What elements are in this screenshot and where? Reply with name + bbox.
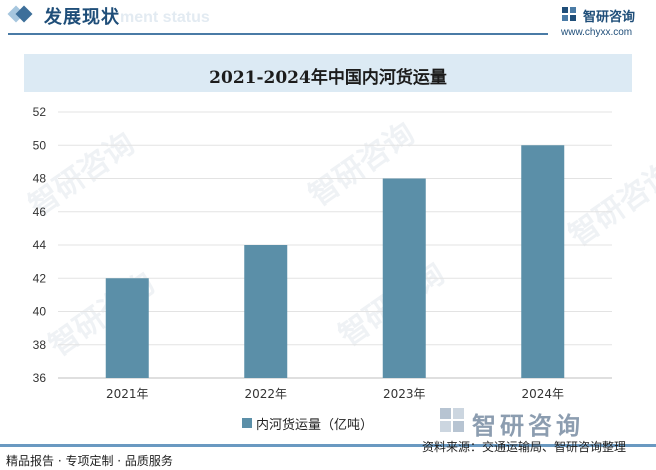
header-underline — [8, 33, 548, 35]
footer-line — [0, 444, 656, 447]
header-title: 发展现状 — [44, 7, 120, 28]
legend-label: 内河货运量（亿吨） — [256, 418, 374, 433]
bar — [105, 278, 149, 378]
legend-swatch — [242, 418, 252, 428]
x-tick-label: 2023年 — [383, 387, 426, 401]
x-tick-label: 2022年 — [244, 387, 287, 401]
bar — [382, 178, 426, 378]
y-tick-label: 36 — [33, 371, 47, 385]
brand-logo: 智研咨询 — [561, 4, 651, 25]
chart-title-bar: 2021-2024年中国内河货运量 — [24, 54, 632, 92]
logo-url: www.chyxx.com — [561, 27, 633, 38]
footer-slogan: 精品报告 · 专项定制 · 品质服务 — [6, 454, 173, 468]
x-tick-label: 2021年 — [106, 387, 149, 401]
y-tick-label: 38 — [33, 338, 47, 352]
y-tick-label: 50 — [33, 138, 47, 152]
watermark-logo-text: 智研咨询 — [472, 412, 584, 440]
footer: 精品报告 · 专项定制 · 品质服务 资料来源：交通运输局、智研咨询整理 — [0, 440, 656, 470]
y-tick-label: 44 — [33, 238, 47, 252]
watermark-logo-icon — [440, 408, 464, 432]
y-tick-label: 48 — [33, 172, 47, 186]
logo-text: 智研咨询 — [583, 10, 636, 25]
y-tick-label: 46 — [33, 205, 47, 219]
y-tick-label: 40 — [33, 305, 47, 319]
bar — [244, 245, 288, 378]
chart-title: 2021-2024年中国内河货运量 — [209, 68, 447, 88]
y-tick-label: 52 — [33, 105, 47, 119]
header-subtitle: ment status — [120, 9, 210, 26]
bar-chart: 36 38 40 42 44 46 48 50 52 2021年 2022年 2023年 2024年 — [33, 105, 612, 401]
footer-source: 资料来源：交通运输局、智研咨询整理 — [422, 440, 627, 454]
logo-mark-icon — [562, 7, 576, 21]
x-tick-label: 2024年 — [521, 387, 564, 401]
y-tick-label: 42 — [33, 271, 47, 285]
header: ment status 发展现状 智研咨询 www.chyxx.com — [0, 0, 656, 38]
bar — [521, 145, 565, 378]
